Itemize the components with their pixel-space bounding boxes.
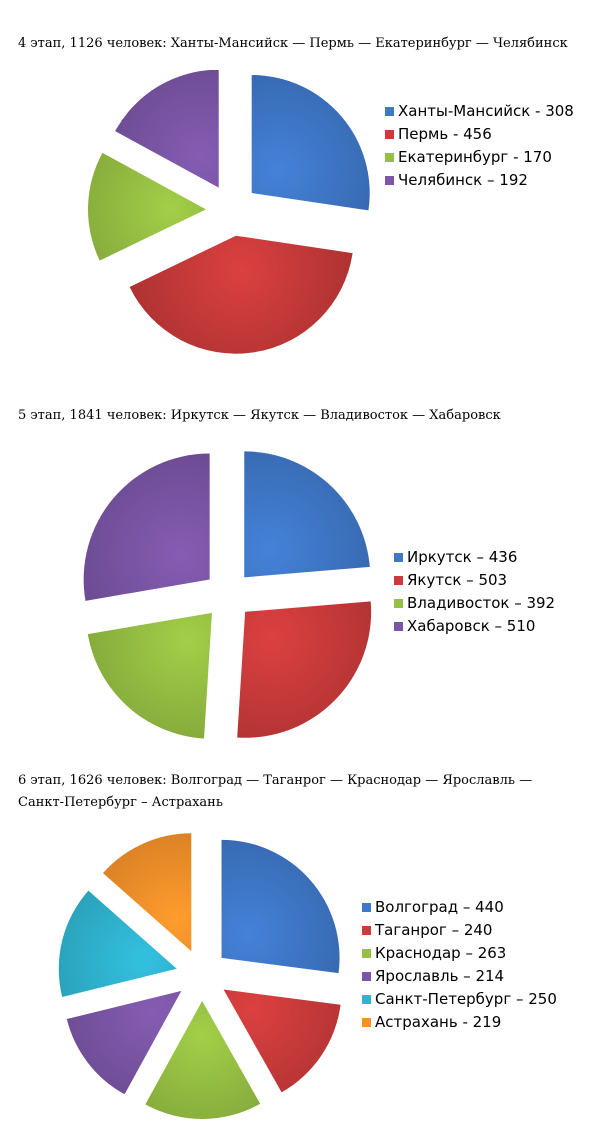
legend-label-хабаровск: Хабаровск – 510 xyxy=(407,617,535,635)
pie-slice-владивосток xyxy=(87,612,212,739)
pie-slice-волгоград xyxy=(221,839,340,974)
pie-slice-астрахань xyxy=(102,833,192,952)
legend-label-иркутск: Иркутск – 436 xyxy=(407,548,517,566)
chart-title: 6 этап, 1626 человек: Волгоград — Таганр… xyxy=(18,773,533,810)
pie-slice-пермь xyxy=(129,235,353,354)
legend-swatch-екатеринбург xyxy=(385,153,394,162)
pie-slice-иркутск xyxy=(244,451,370,578)
pie-chart-svg: Волгоград – 440 Таганрог – 240 Краснодар –… xyxy=(58,833,557,1119)
pie-slice-санкт-петербург xyxy=(58,890,177,998)
legend-swatch-таганрог xyxy=(362,926,371,935)
pie-chart-svg: Иркутск – 436 Якутск – 503 Владивосток – 3… xyxy=(83,451,555,739)
legend-label-санкт-петербург: Санкт-Петербург – 250 xyxy=(375,990,557,1008)
pie-slice-краснодар xyxy=(145,1000,261,1119)
legend-label-ханты-мансийск: Ханты-Мансийск - 308 xyxy=(398,102,574,120)
pie-slice-ханты-мансийск xyxy=(251,75,370,211)
chart-title: 4 этап, 1126 человек: Ханты-Мансийск — П… xyxy=(18,36,568,51)
legend-label-волгоград: Волгоград – 440 xyxy=(375,898,504,916)
legend-label-таганрог: Таганрог – 240 xyxy=(374,921,492,939)
pie-slice-екатеринбург xyxy=(88,152,207,261)
pie-slice-хабаровск xyxy=(83,453,210,601)
legend-swatch-владивосток xyxy=(394,599,403,608)
legend-label-владивосток: Владивосток – 392 xyxy=(407,594,555,612)
legend-label-якутск: Якутск – 503 xyxy=(407,571,507,589)
pie-slice-таганрог xyxy=(223,989,341,1093)
legend-swatch-санкт-петербург xyxy=(362,995,371,1004)
pie-chart-svg: Ханты-Мансийск - 308 Пермь - 456 Екатеринб… xyxy=(88,70,574,354)
pie-slice-челябинск xyxy=(115,70,219,188)
legend-swatch-иркутск xyxy=(394,553,403,562)
legend-swatch-челябинск xyxy=(385,176,394,185)
legend-label-астрахань: Астрахань - 219 xyxy=(375,1013,501,1031)
legend-label-челябинск: Челябинск – 192 xyxy=(398,171,528,189)
legend-swatch-астрахань xyxy=(362,1018,371,1027)
legend-label-краснодар: Краснодар – 263 xyxy=(375,944,506,962)
pie-slice-якутск xyxy=(237,601,372,738)
legend-swatch-ханты-мансийск xyxy=(385,107,394,116)
legend-swatch-ярославль xyxy=(362,972,371,981)
legend-swatch-пермь xyxy=(385,130,394,139)
legend-swatch-якутск xyxy=(394,576,403,585)
legend-label-ярославль: Ярославль – 214 xyxy=(375,967,504,985)
chart-title: 5 этап, 1841 человек: Иркутск — Якутск —… xyxy=(18,408,501,423)
pie-slice-ярославль xyxy=(66,990,182,1095)
legend-swatch-краснодар xyxy=(362,949,371,958)
legend-swatch-хабаровск xyxy=(394,622,403,631)
legend-swatch-волгоград xyxy=(362,903,371,912)
legend-label-екатеринбург: Екатеринбург - 170 xyxy=(398,148,552,166)
legend-label-пермь: Пермь - 456 xyxy=(398,125,492,143)
